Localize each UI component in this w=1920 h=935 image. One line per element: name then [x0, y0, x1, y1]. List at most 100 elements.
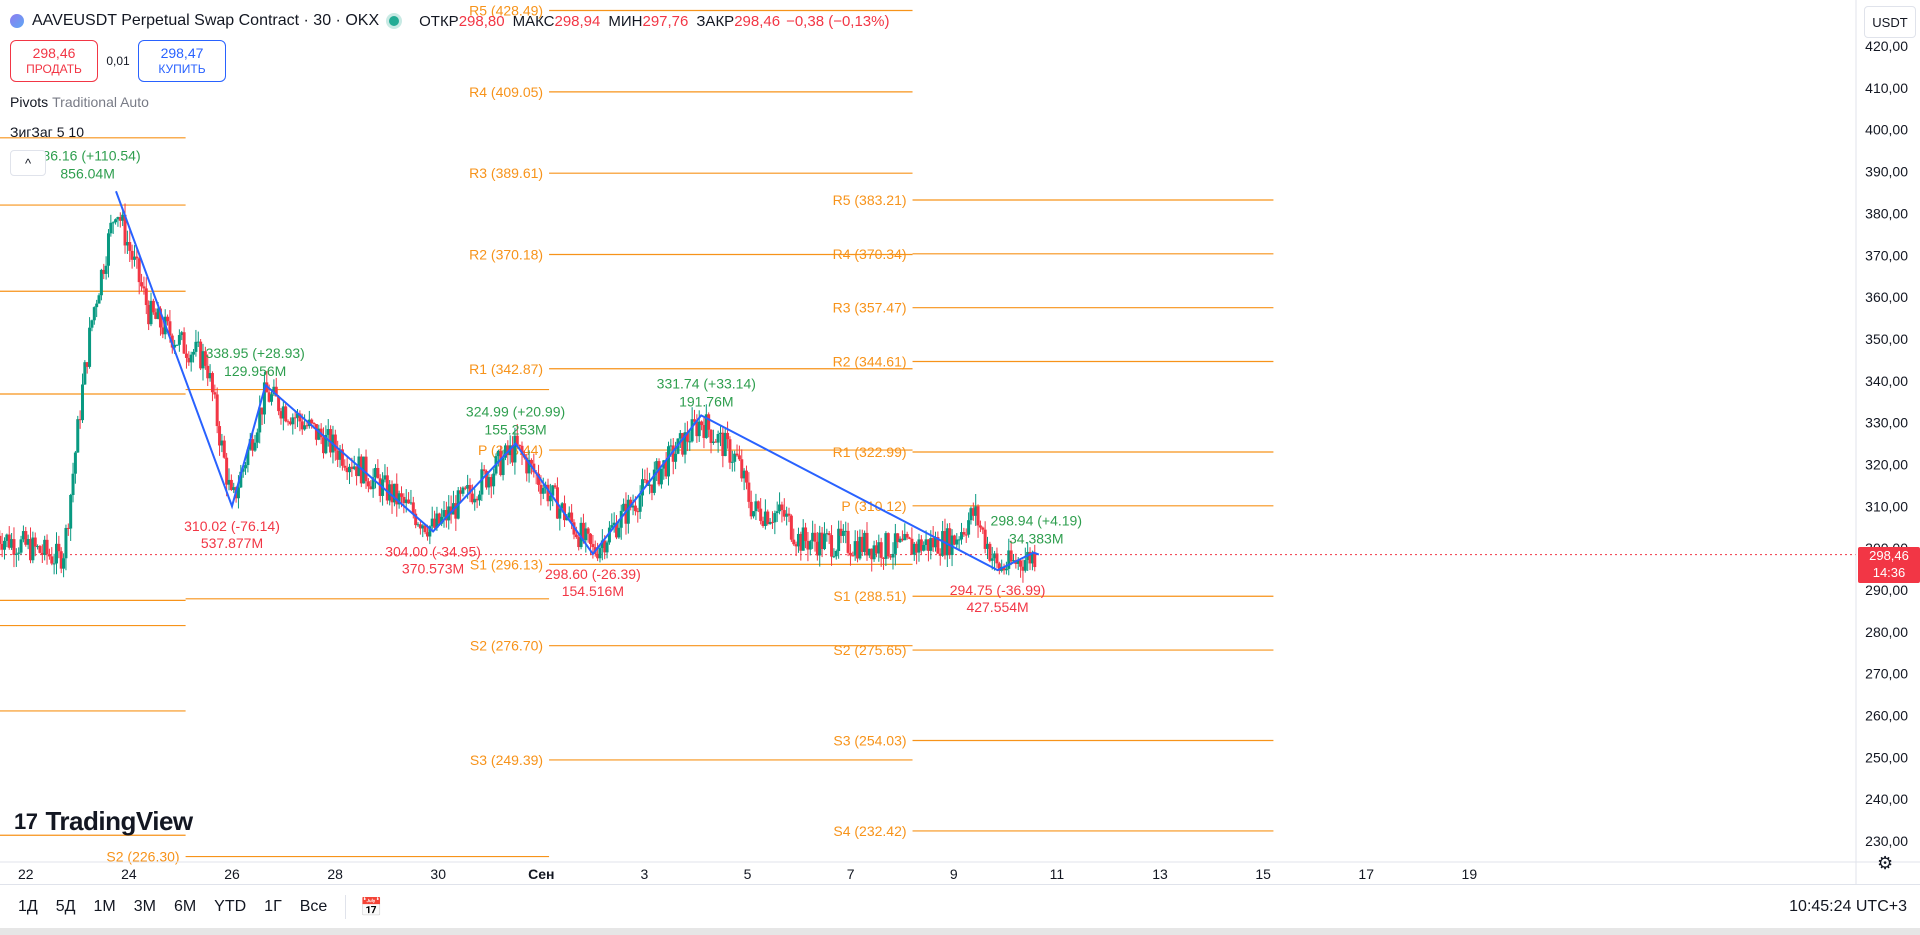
- collapse-legend-button[interactable]: ^: [10, 150, 46, 176]
- candle-body: [373, 467, 377, 478]
- candle-body: [874, 545, 878, 554]
- candle-body: [938, 553, 942, 556]
- candle-body: [437, 513, 441, 524]
- candle-body: [407, 499, 411, 504]
- candle-body: [286, 421, 290, 423]
- pivot-label-s3: S3 (249.39): [470, 752, 543, 768]
- candle-body: [154, 312, 158, 319]
- range-1y-button[interactable]: 1Г: [264, 898, 282, 915]
- candle-body: [778, 504, 782, 512]
- candle-body: [643, 479, 647, 481]
- candle-body: [99, 269, 103, 296]
- candle-body: [865, 532, 869, 556]
- candle-body: [539, 484, 543, 494]
- buy-button[interactable]: 298,47 КУПИТЬ: [138, 40, 226, 82]
- range-ytd-button[interactable]: YTD: [214, 898, 247, 915]
- candle-body: [300, 421, 304, 430]
- candle-body: [279, 411, 283, 419]
- candle-body: [737, 455, 741, 460]
- trade-panel: 298,46 ПРОДАТЬ 0,01 298,47 КУПИТЬ: [10, 40, 226, 82]
- candle-body: [47, 554, 51, 557]
- candle-body: [395, 483, 399, 505]
- candle-body: [222, 440, 226, 458]
- candle-body: [586, 528, 590, 534]
- candle-body: [333, 434, 337, 451]
- zigzag-label-volume: 155.253M: [484, 422, 546, 438]
- candle-body: [121, 214, 125, 221]
- candle-body: [841, 530, 845, 536]
- candle-body: [683, 432, 687, 455]
- candle-body: [787, 513, 791, 516]
- range-1d-button[interactable]: 1Д: [18, 898, 38, 915]
- range-6m-button[interactable]: 6М: [173, 898, 197, 915]
- candle-body: [102, 269, 106, 274]
- zigzag-line: [115, 190, 1040, 572]
- candle-body: [425, 532, 429, 537]
- candle-body: [1023, 560, 1027, 571]
- indicator-pivots[interactable]: Pivots Traditional Auto: [10, 94, 149, 110]
- candle-body: [421, 525, 425, 529]
- time-tick-label: 9: [950, 866, 958, 882]
- symbol-logo-icon: [10, 14, 24, 28]
- candle-body: [513, 435, 517, 463]
- candle-body: [149, 300, 153, 325]
- price-tick-label: 310,00: [1865, 498, 1908, 514]
- candle-body: [960, 532, 964, 540]
- clock[interactable]: 10:45:24 UTC+3: [1789, 898, 1907, 915]
- price-tick-label: 370,00: [1865, 247, 1908, 263]
- candle-body: [470, 493, 474, 503]
- range-all-button[interactable]: Все: [299, 898, 328, 915]
- candle-body: [19, 539, 23, 553]
- candle-body: [856, 541, 860, 559]
- time-axis[interactable]: 22 24 26 28 30 Сен 3 5 7 9 11 13 15 17 19: [0, 861, 1920, 882]
- gear-icon[interactable]: ⚙: [1877, 853, 1894, 873]
- time-tick-label: 13: [1152, 866, 1168, 882]
- candle-body: [825, 533, 829, 535]
- candle-body: [253, 442, 257, 451]
- zigzag-label-price: 294.75 (-36.99): [950, 582, 1046, 598]
- candle-body: [345, 467, 349, 473]
- bottom-toolbar: 1Д 5Д 1М 3М 6М YTD 1Г Все 📅 10:45:24 UTC…: [0, 884, 1920, 929]
- candle-body: [830, 535, 834, 557]
- candle-body: [915, 543, 919, 553]
- candle-body: [440, 516, 444, 524]
- candle-body: [1002, 566, 1006, 571]
- candle-body: [704, 414, 708, 438]
- candle-body: [272, 386, 276, 395]
- indicator-zigzag[interactable]: ЗигЗаг 5 10: [10, 124, 84, 140]
- symbol-title[interactable]: AAVEUSDT Perpetual Swap Contract · 30 · …: [32, 12, 380, 29]
- price-axis[interactable]: 420,00 410,00 400,00 390,00 380,00 370,00 360,…: [1855, 0, 1908, 884]
- candle-body: [411, 502, 415, 514]
- candle-body: [10, 539, 14, 548]
- candle-body: [199, 341, 203, 369]
- sell-button[interactable]: 298,46 ПРОДАТЬ: [10, 40, 98, 82]
- buy-label: КУПИТЬ: [158, 62, 206, 76]
- price-tick-label: 230,00: [1865, 833, 1908, 849]
- zigzag-label-price: 338.95 (+28.93): [206, 345, 305, 361]
- horizontal-scrollbar[interactable]: [0, 928, 1920, 935]
- candle-body: [409, 502, 413, 504]
- candle-body: [180, 332, 184, 336]
- zigzag-label-volume: 537.877M: [201, 535, 263, 551]
- price-tick-label: 260,00: [1865, 708, 1908, 724]
- candle-body: [839, 528, 843, 536]
- candle-body: [475, 498, 479, 501]
- candle-body: [473, 498, 477, 503]
- candle-body: [402, 496, 406, 504]
- currency-selector[interactable]: USDT: [1864, 6, 1916, 38]
- candle-body: [886, 533, 890, 557]
- time-tick-label: 30: [430, 866, 446, 882]
- range-5d-button[interactable]: 5Д: [55, 898, 76, 915]
- candle-body: [799, 533, 803, 551]
- high-value: 298,94: [554, 12, 601, 30]
- calendar-icon[interactable]: 📅: [360, 896, 383, 917]
- tradingview-logo[interactable]: 17 TradingView: [14, 806, 193, 837]
- candle-body: [577, 537, 581, 548]
- range-3m-button[interactable]: 3М: [133, 898, 156, 915]
- candle-body: [827, 533, 831, 536]
- price-chart[interactable]: R3 (398.07)P (336.84)S1 (287.53)S2 (226.…: [0, 0, 1920, 884]
- price-tick-label: 350,00: [1865, 331, 1908, 347]
- candle-body: [924, 539, 928, 546]
- range-1m-button[interactable]: 1М: [93, 898, 116, 915]
- pivot-label-s3: S3 (254.03): [833, 733, 906, 749]
